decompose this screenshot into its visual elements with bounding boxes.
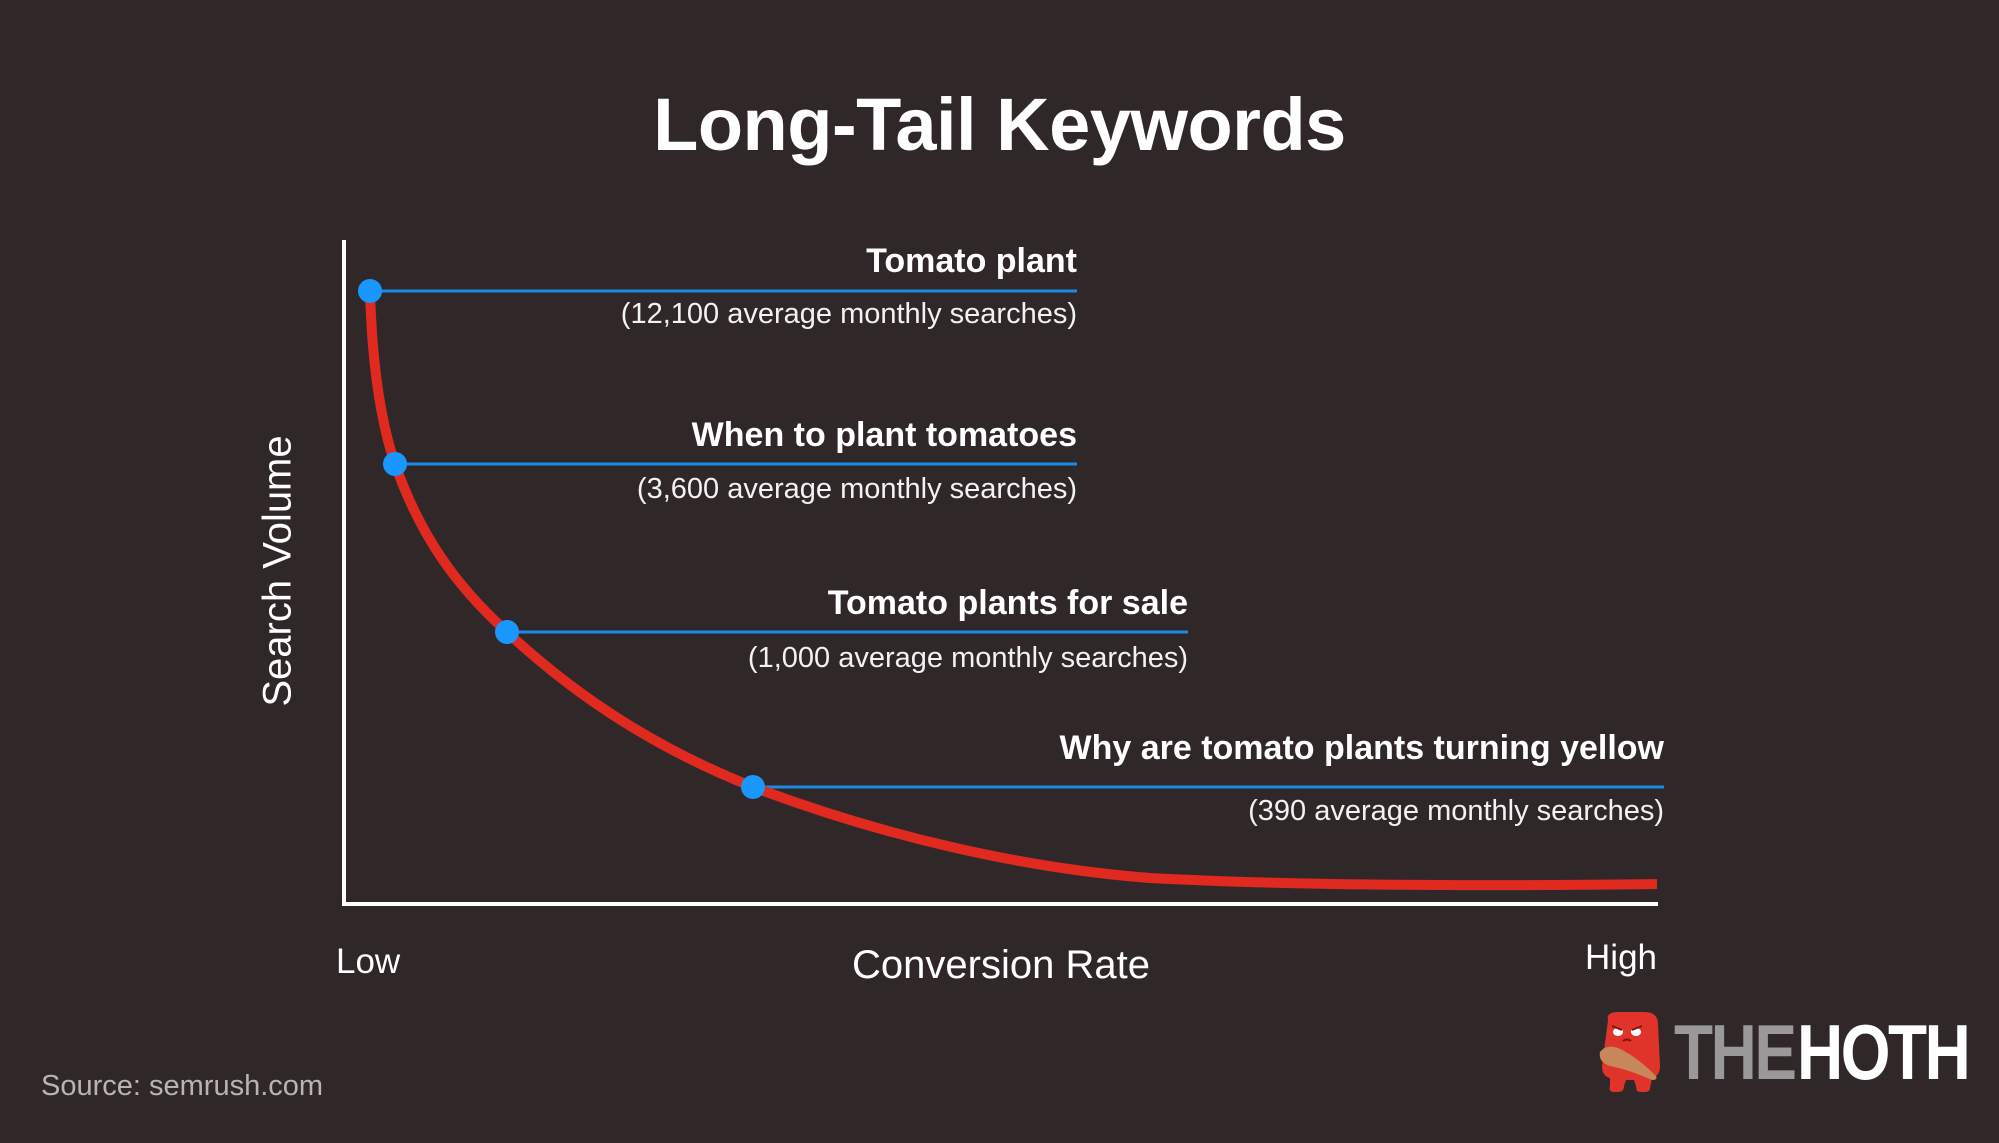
x-axis-label: Conversion Rate [852, 943, 1150, 987]
x-tick-high: High [1585, 938, 1657, 977]
data-point-2 [383, 452, 407, 476]
data-point-1 [358, 279, 382, 303]
keyword-title-2: When to plant tomatoes [691, 416, 1077, 454]
red-monster-with-club-icon [1599, 1012, 1660, 1092]
keyword-title-4: Why are tomato plants turning yellow [1059, 729, 1665, 767]
keyword-volume-4: (390 average monthly searches) [1248, 795, 1664, 827]
source-caption: Source: semrush.com [41, 1070, 324, 1102]
keyword-volume-3: (1,000 average monthly searches) [747, 642, 1188, 674]
keyword-volume-1: (12,100 average monthly searches) [620, 298, 1077, 330]
keyword-title-1: Tomato plant [866, 242, 1077, 280]
data-point-3 [495, 620, 519, 644]
y-axis-label: Search Volume [255, 435, 300, 707]
logo-text-hoth: HOTH [1797, 1008, 1971, 1096]
chart-title: Long-Tail Keywords [653, 83, 1346, 166]
data-point-4 [741, 775, 765, 799]
x-tick-low: Low [336, 942, 401, 981]
keyword-title-3: Tomato plants for sale [827, 584, 1188, 622]
keyword-volume-2: (3,600 average monthly searches) [636, 473, 1077, 505]
logo-text-the: THE [1674, 1008, 1797, 1096]
